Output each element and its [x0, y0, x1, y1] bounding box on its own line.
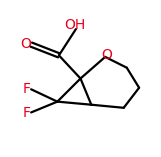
Text: O: O — [20, 37, 31, 51]
Text: F: F — [22, 106, 30, 120]
Text: O: O — [101, 48, 112, 62]
Text: OH: OH — [64, 18, 86, 32]
Text: F: F — [22, 81, 30, 95]
